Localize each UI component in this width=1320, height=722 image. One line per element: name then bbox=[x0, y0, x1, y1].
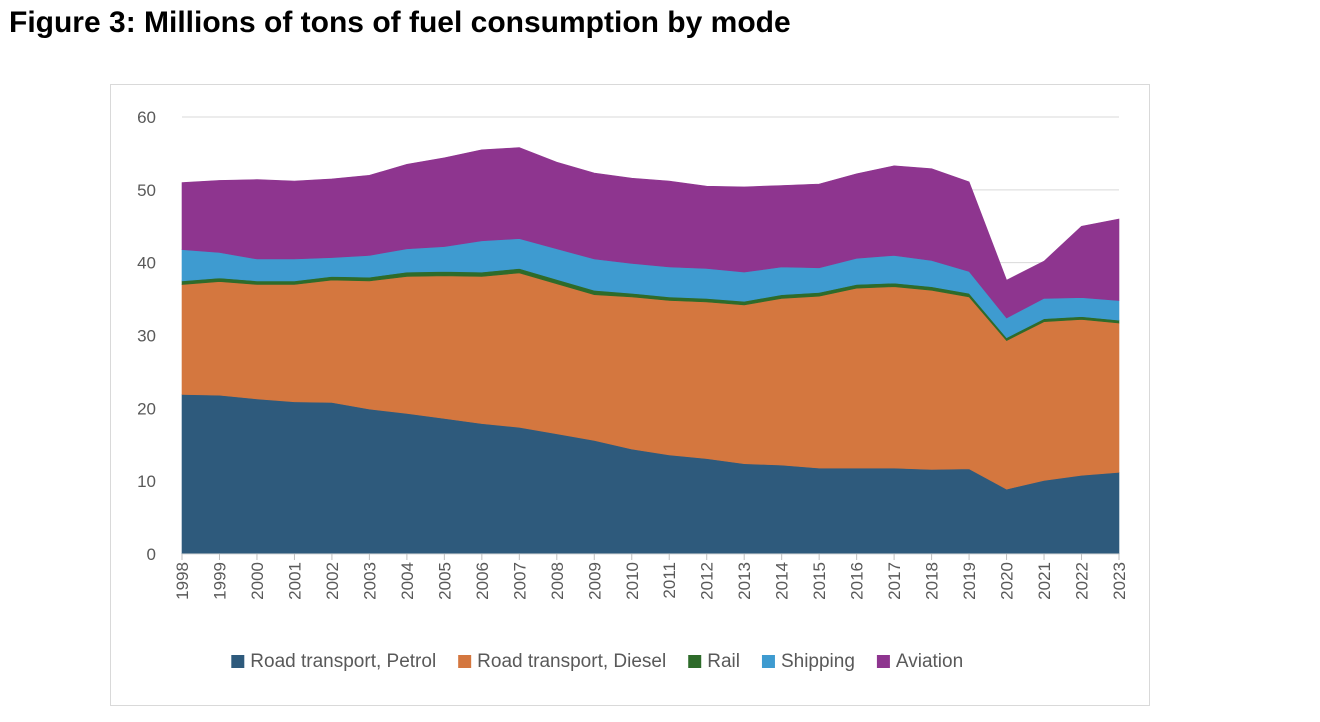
legend-swatch-shipping bbox=[761, 655, 775, 668]
x-tick-label: 2023 bbox=[1110, 562, 1129, 600]
figure-title: Figure 3: Millions of tons of fuel consu… bbox=[9, 6, 791, 39]
x-tick-label: 2004 bbox=[398, 562, 417, 600]
x-tick-label: 2022 bbox=[1073, 562, 1092, 600]
x-tick-label: 2007 bbox=[510, 562, 529, 600]
x-tick-label: 2006 bbox=[473, 562, 492, 600]
chart-area: 0 10 20 30 40 50 60 1998 1999 2000 2001 2002 2003 200… bbox=[110, 84, 1150, 706]
y-tick-label: 50 bbox=[137, 181, 156, 200]
x-tick-label: 2005 bbox=[435, 562, 454, 600]
stacked-area-chart: 0 10 20 30 40 50 60 1998 1999 2000 2001 2002 2003 200… bbox=[137, 108, 1129, 672]
x-tick-label: 2008 bbox=[548, 562, 567, 600]
y-tick-label: 40 bbox=[137, 254, 156, 273]
x-tick-label: 2013 bbox=[735, 562, 754, 600]
legend-swatch-rail bbox=[688, 655, 702, 668]
x-tick-label: 2017 bbox=[885, 562, 904, 600]
x-tick-label: 2012 bbox=[698, 562, 717, 600]
legend-label-road-transport-petrol: Road transport, Petrol bbox=[250, 651, 436, 672]
y-tick-label: 20 bbox=[137, 399, 156, 418]
legend-swatch-road-transport-petrol bbox=[231, 655, 245, 668]
legend-label-rail: Rail bbox=[707, 651, 740, 672]
x-tick-label: 2014 bbox=[773, 562, 792, 600]
x-tick-label: 1999 bbox=[211, 562, 230, 600]
x-tick-label: 2003 bbox=[360, 562, 379, 600]
x-tick-label: 2010 bbox=[623, 562, 642, 600]
y-tick-label: 10 bbox=[137, 472, 156, 491]
x-tick-label: 2009 bbox=[585, 562, 604, 600]
legend-swatch-aviation bbox=[876, 655, 890, 668]
legend-label-aviation: Aviation bbox=[896, 651, 963, 672]
legend-label-shipping: Shipping bbox=[781, 651, 855, 672]
x-tick-label: 2000 bbox=[248, 562, 267, 600]
x-tick-label: 1998 bbox=[173, 562, 192, 600]
x-tick-label: 2020 bbox=[998, 562, 1017, 600]
x-tick-label: 2018 bbox=[923, 562, 942, 600]
y-tick-label: 30 bbox=[137, 327, 156, 346]
x-tick-label: 2001 bbox=[285, 562, 304, 600]
x-tick-label: 2015 bbox=[810, 562, 829, 600]
x-tick-label: 2011 bbox=[660, 562, 679, 599]
legend-label-road-transport-diesel: Road transport, Diesel bbox=[477, 651, 666, 672]
legend-swatch-road-transport-diesel bbox=[458, 655, 472, 668]
x-tick-label: 2016 bbox=[848, 562, 867, 600]
y-tick-label: 60 bbox=[137, 108, 156, 127]
x-tick-label: 2021 bbox=[1035, 562, 1054, 600]
y-tick-label: 0 bbox=[147, 545, 156, 564]
x-tick-label: 2019 bbox=[960, 562, 979, 600]
x-tick-label: 2002 bbox=[323, 562, 342, 600]
area-aviation bbox=[181, 147, 1120, 319]
